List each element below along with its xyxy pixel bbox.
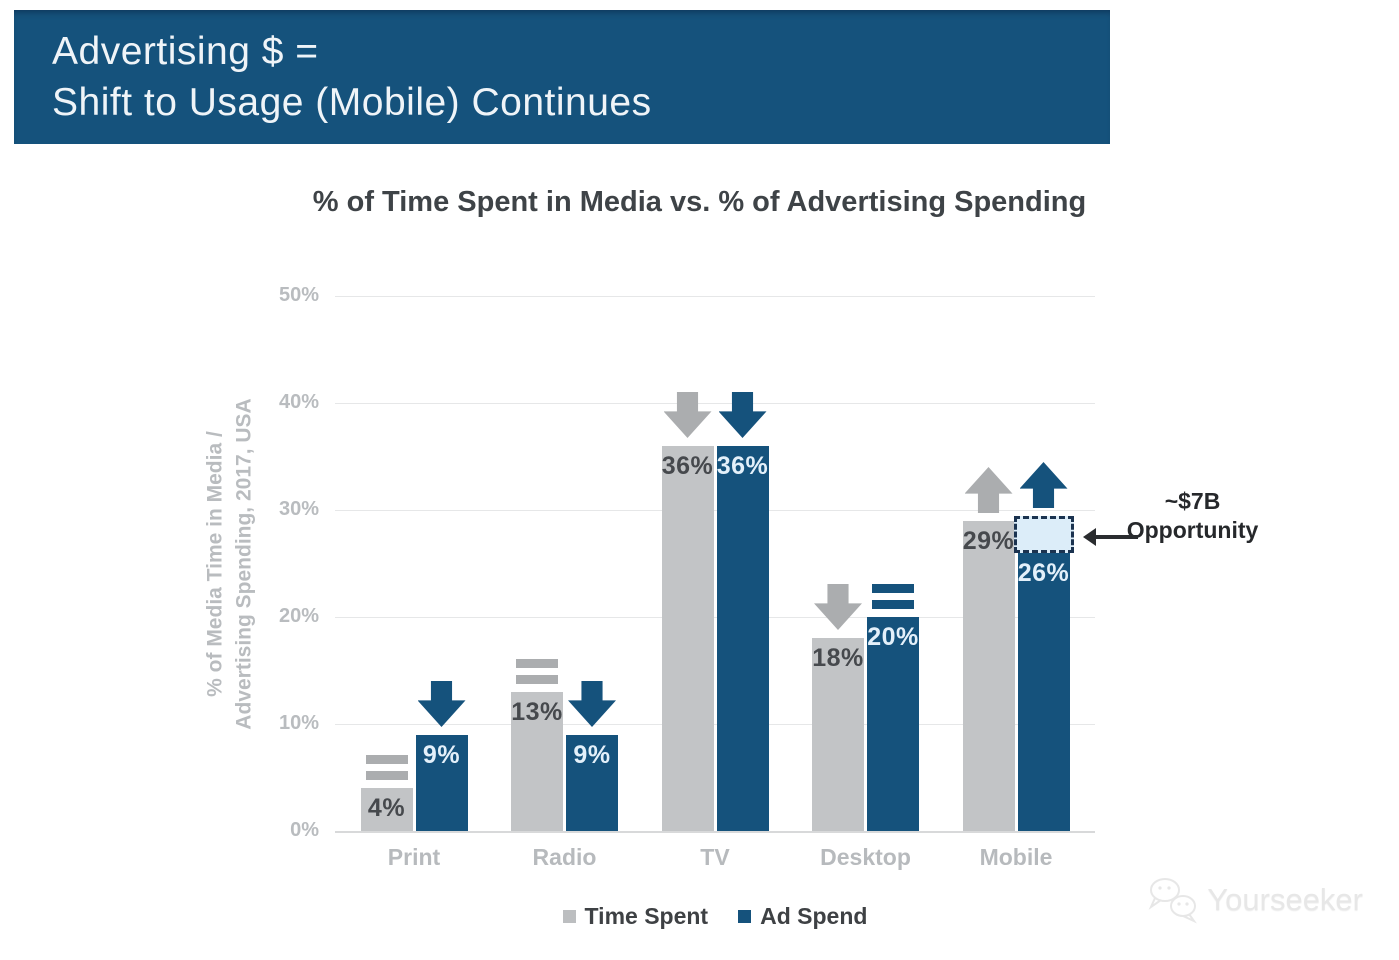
header-banner: Advertising $ = Shift to Usage (Mobile) … bbox=[14, 10, 1110, 144]
bar-value-label: 9% bbox=[573, 741, 611, 769]
bar-mobile-ad-spend: 26% bbox=[1017, 553, 1070, 831]
gridline-0 bbox=[335, 831, 1095, 833]
bar-value-label: 9% bbox=[422, 741, 461, 769]
x-category-label-mobile: Mobile bbox=[979, 844, 1053, 870]
watermark-text: Yourseeker bbox=[1207, 882, 1363, 917]
down-arrow-icon bbox=[814, 584, 862, 630]
down-arrow-icon bbox=[568, 681, 616, 727]
bar-desktop-ad-spend: 20% bbox=[867, 617, 919, 831]
bar-desktop-time-spent: 18% bbox=[812, 638, 864, 831]
bar-chart-plot: 0% 10% 20% 30% 40% 50% 4% 9% Print 13% 9% Radio 36% 3… bbox=[279, 284, 1095, 870]
bar-value-label: 29% bbox=[962, 527, 1015, 555]
x-category-label-desktop: Desktop bbox=[820, 844, 911, 870]
y-tick-label-30: 30% bbox=[278, 498, 319, 520]
y-axis-label-line-2: Advertising Spending, 2017, USA bbox=[233, 397, 256, 730]
gridline-30 bbox=[335, 510, 1095, 511]
x-category-label-tv: TV bbox=[700, 844, 730, 870]
y-tick-label-20: 20% bbox=[278, 605, 319, 627]
bar-value-label: 36% bbox=[716, 452, 769, 480]
bar-value-label: 20% bbox=[867, 623, 919, 651]
watermark: Yourseeker bbox=[1145, 876, 1363, 924]
time-spent-swatch-icon bbox=[562, 910, 576, 923]
gridline-50 bbox=[335, 296, 1095, 297]
chart-title: % of Time Spent in Media vs. % of Advert… bbox=[312, 186, 1087, 218]
gridline-40 bbox=[335, 403, 1095, 404]
y-axis-label: % of Media Time in Media / Advertising S… bbox=[125, 296, 335, 831]
x-category-label-print: Print bbox=[387, 844, 441, 870]
y-tick-label-50: 50% bbox=[278, 284, 319, 306]
bar-print-ad-spend: 9% bbox=[415, 735, 468, 831]
annotation-left-arrow-icon bbox=[1083, 528, 1138, 546]
gridline-10 bbox=[335, 724, 1095, 725]
y-tick-label-40: 40% bbox=[278, 391, 319, 413]
bar-value-label: 13% bbox=[511, 698, 563, 726]
ad-spend-swatch-icon bbox=[738, 910, 752, 923]
flat-trend-icon bbox=[516, 659, 558, 684]
bar-mobile-time-spent: 29% bbox=[962, 521, 1015, 831]
header-line-2: Shift to Usage (Mobile) Continues bbox=[52, 81, 652, 124]
chat-bubbles-icon bbox=[1148, 878, 1198, 924]
x-category-label-radio: Radio bbox=[532, 844, 597, 870]
bar-tv-ad-spend: 36% bbox=[716, 446, 769, 831]
opportunity-annotation-line-1: ~$7B bbox=[1164, 488, 1221, 514]
opportunity-annotation-line-2: Opportunity bbox=[1126, 517, 1259, 543]
down-arrow-icon bbox=[718, 392, 767, 438]
legend-label-ad-spend: Ad Spend bbox=[760, 903, 868, 929]
down-arrow-icon bbox=[663, 392, 712, 438]
bar-radio-time-spent: 13% bbox=[511, 692, 563, 831]
header-line-1: Advertising $ = bbox=[52, 30, 319, 73]
y-tick-label-10: 10% bbox=[278, 712, 319, 734]
flat-trend-icon bbox=[872, 584, 914, 609]
flat-trend-icon bbox=[365, 755, 408, 780]
y-axis-label-line-1: % of Media Time in Media / bbox=[204, 430, 227, 697]
gridline-20 bbox=[335, 617, 1095, 618]
down-arrow-icon bbox=[417, 681, 466, 727]
bar-tv-time-spent: 36% bbox=[661, 446, 714, 831]
opportunity-gap-box bbox=[1013, 516, 1074, 553]
y-tick-label-0: 0% bbox=[290, 819, 319, 841]
up-arrow-icon bbox=[1019, 462, 1068, 508]
legend-item-ad-spend: Ad Spend bbox=[738, 903, 867, 930]
opportunity-annotation: ~$7B Opportunity bbox=[1105, 487, 1280, 545]
bar-value-label: 4% bbox=[367, 794, 406, 822]
bar-print-time-spent: 4% bbox=[360, 788, 413, 831]
bar-value-label: 36% bbox=[661, 452, 714, 480]
bar-value-label: 26% bbox=[1017, 559, 1070, 587]
chart-legend: Time Spent Ad Spend bbox=[335, 903, 1095, 930]
bar-value-label: 18% bbox=[812, 644, 864, 672]
legend-item-time-spent: Time Spent bbox=[562, 903, 709, 930]
bar-radio-ad-spend: 9% bbox=[566, 735, 618, 831]
up-arrow-icon bbox=[964, 467, 1013, 513]
legend-label-time-spent: Time Spent bbox=[584, 903, 709, 929]
